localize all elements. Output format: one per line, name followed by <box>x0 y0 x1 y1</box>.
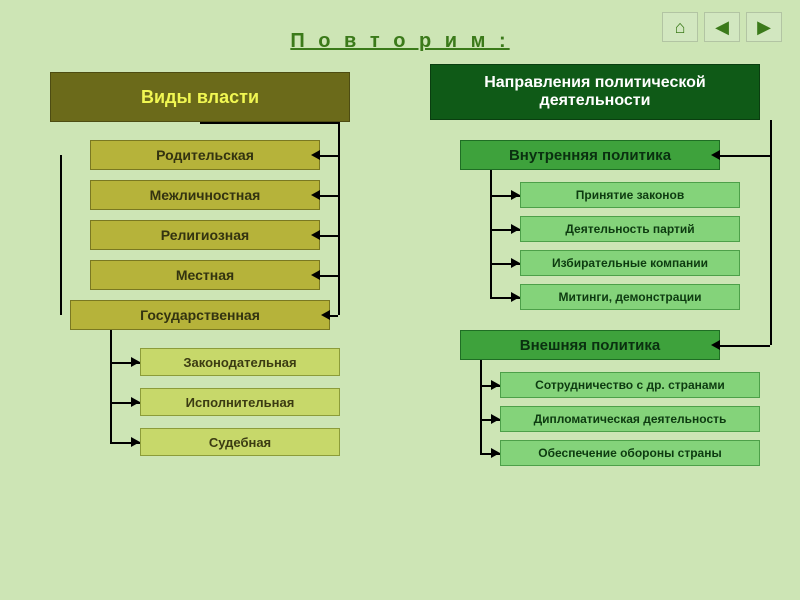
left-item-1: Межличностная <box>90 180 320 210</box>
right-sec2-header: Внешняя политика <box>460 330 720 360</box>
right-sec1-item-1: Деятельность партий <box>520 216 740 242</box>
right-sec2-item-1: Дипломатическая деятельность <box>500 406 760 432</box>
next-button[interactable]: ▶ <box>746 12 782 42</box>
right-sec1-item-0: Принятие законов <box>520 182 740 208</box>
home-button[interactable]: ⌂ <box>662 12 698 42</box>
left-item-2: Религиозная <box>90 220 320 250</box>
left-item-0: Родительская <box>90 140 320 170</box>
right-sec1-item-3: Митинги, демонстрации <box>520 284 740 310</box>
arrow-right-icon: ▶ <box>757 17 771 38</box>
left-item-4: Государственная <box>70 300 330 330</box>
left-item-3: Местная <box>90 260 320 290</box>
home-icon: ⌂ <box>675 17 686 38</box>
right-sec1-header: Внутренняя политика <box>460 140 720 170</box>
prev-button[interactable]: ◀ <box>704 12 740 42</box>
left-sub-2: Судебная <box>140 428 340 456</box>
nav-buttons: ⌂ ◀ ▶ <box>662 12 782 42</box>
right-header: Направления политической деятельности <box>430 64 760 120</box>
arrow-left-icon: ◀ <box>715 17 729 38</box>
page-title: П о в т о р и м : <box>290 30 509 53</box>
right-sec2-item-2: Обеспечение обороны страны <box>500 440 760 466</box>
left-sub-1: Исполнительная <box>140 388 340 416</box>
left-sub-0: Законодательная <box>140 348 340 376</box>
right-sec1-item-2: Избирательные компании <box>520 250 740 276</box>
left-header: Виды власти <box>50 72 350 122</box>
right-sec2-item-0: Сотрудничество с др. странами <box>500 372 760 398</box>
